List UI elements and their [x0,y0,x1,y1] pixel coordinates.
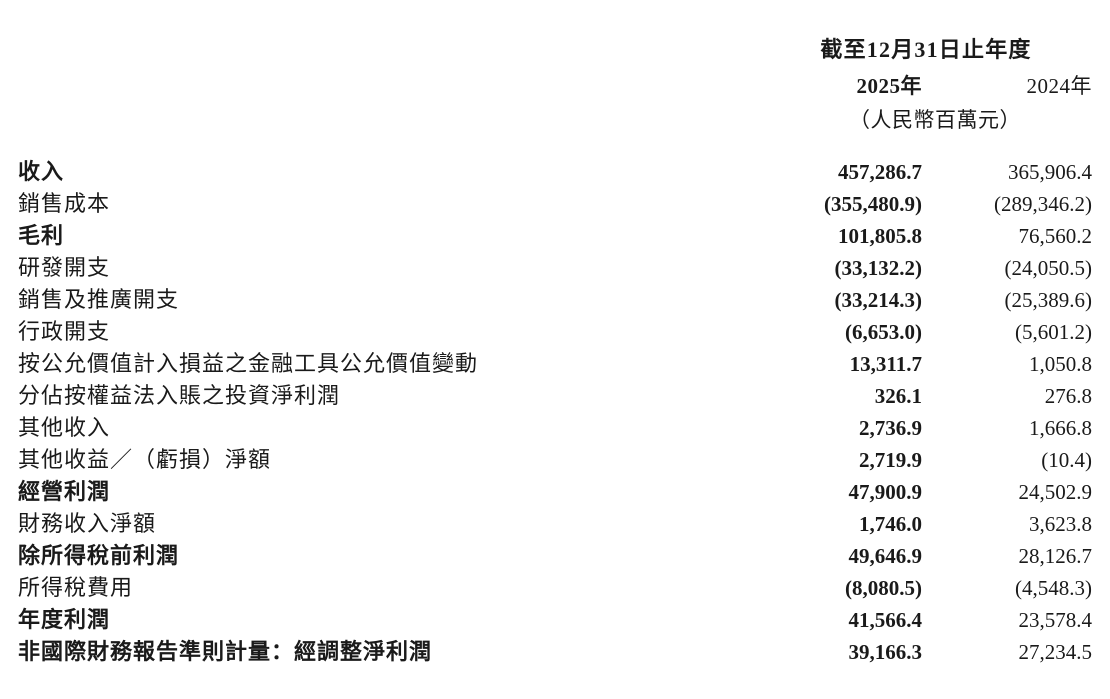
row-value-current-year: (33,214.3) [834,288,923,312]
row-value-previous-year: (25,389.6) [1004,288,1093,312]
row-label: 所得稅費用 [18,575,134,600]
row-value-current-year: (33,132.2) [834,256,923,280]
row-label: 非國際財務報告準則計量：經調整淨利潤 [18,639,433,664]
row-label: 除所得稅前利潤 [18,543,180,568]
currency-unit-note: （人民幣百萬元） [849,108,1021,132]
row-value-current-year: 326.1 [874,384,922,408]
table-row: 分佔按權益法入賬之投資淨利潤 326.1 276.8 [0,380,1110,412]
row-label: 毛利 [18,223,65,248]
table-row: 除所得稅前利潤 49,646.9 28,126.7 [0,540,1110,572]
row-label: 按公允價值計入損益之金融工具公允價值變動 [18,351,479,376]
row-label: 財務收入淨額 [18,511,157,536]
row-value-current-year: 2,736.9 [859,416,922,440]
table-row: 財務收入淨額 1,746.0 3,623.8 [0,508,1110,540]
row-value-current-year: 13,311.7 [849,352,922,376]
column-header-year-current: 2025年 [856,74,922,98]
table-row: 銷售及推廣開支 (33,214.3) (25,389.6) [0,284,1110,316]
row-value-current-year: 2,719.9 [859,448,922,472]
row-label: 其他收入 [18,415,111,440]
row-label: 分佔按權益法入賬之投資淨利潤 [18,383,341,408]
row-value-previous-year: 23,578.4 [1018,608,1093,632]
row-value-current-year: 47,900.9 [848,480,923,504]
row-value-current-year: (6,653.0) [845,320,922,344]
row-value-previous-year: (24,050.5) [1004,256,1093,280]
row-label: 銷售成本 [18,191,111,216]
row-value-current-year: (8,080.5) [845,576,922,600]
row-value-previous-year: 3,623.8 [1029,512,1092,536]
row-value-previous-year: (4,548.3) [1015,576,1092,600]
table-row: 其他收入 2,736.9 1,666.8 [0,412,1110,444]
row-value-previous-year: 276.8 [1044,384,1092,408]
row-value-previous-year: 24,502.9 [1018,480,1093,504]
row-value-current-year: 457,286.7 [838,160,922,184]
row-value-previous-year: 28,126.7 [1018,544,1093,568]
row-value-previous-year: (10.4) [1041,448,1092,472]
row-value-current-year: 41,566.4 [848,608,923,632]
year-heading-row: 2025年 2024年 [0,70,1110,100]
table-body: 收入 457,286.7 365,906.4 銷售成本 (355,480.9) (289,… [0,156,1110,668]
table-row: 非國際財務報告準則計量：經調整淨利潤 39,166.3 27,234.5 [0,636,1110,668]
row-value-previous-year: 27,234.5 [1018,640,1093,664]
table-row: 收入 457,286.7 365,906.4 [0,156,1110,188]
row-value-previous-year: 76,560.2 [1018,224,1093,248]
table-row: 毛利 101,805.8 76,560.2 [0,220,1110,252]
row-value-current-year: 101,805.8 [838,224,922,248]
row-value-current-year: (355,480.9) [824,192,922,216]
row-value-previous-year: (289,346.2) [994,192,1092,216]
row-label: 經營利潤 [18,479,111,504]
row-value-current-year: 39,166.3 [848,640,923,664]
row-value-previous-year: (5,601.2) [1015,320,1092,344]
row-label: 行政開支 [18,319,111,344]
table-row: 所得稅費用 (8,080.5) (4,548.3) [0,572,1110,604]
table-row: 經營利潤 47,900.9 24,502.9 [0,476,1110,508]
row-value-previous-year: 365,906.4 [1008,160,1092,184]
row-label: 收入 [18,159,65,184]
row-label: 研發開支 [18,255,111,280]
row-value-current-year: 1,746.0 [859,512,922,536]
column-header-year-previous: 2024年 [1026,74,1092,98]
row-value-current-year: 49,646.9 [848,544,923,568]
table-row: 其他收益／（虧損）淨額 2,719.9 (10.4) [0,444,1110,476]
row-label: 銷售及推廣開支 [18,287,180,312]
table-row: 研發開支 (33,132.2) (24,050.5) [0,252,1110,284]
table-row: 銷售成本 (355,480.9) (289,346.2) [0,188,1110,220]
period-heading: 截至12月31日止年度 [820,37,1032,62]
table-row: 行政開支 (6,653.0) (5,601.2) [0,316,1110,348]
table-row: 按公允價值計入損益之金融工具公允價值變動 13,311.7 1,050.8 [0,348,1110,380]
row-value-previous-year: 1,050.8 [1029,352,1092,376]
row-label: 年度利潤 [18,607,111,632]
row-label: 其他收益／（虧損）淨額 [18,447,272,472]
table-row: 年度利潤 41,566.4 23,578.4 [0,604,1110,636]
row-value-previous-year: 1,666.8 [1029,416,1092,440]
